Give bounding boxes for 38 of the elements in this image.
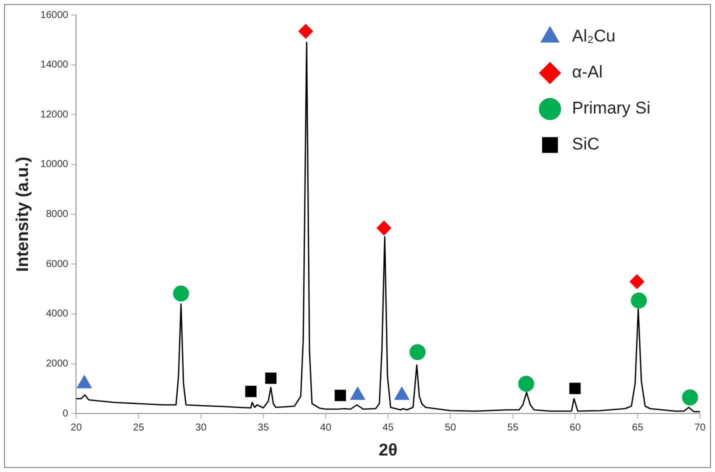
point [376,220,392,236]
y-axis-title: Intensity (a.u.) [12,156,32,272]
point [682,389,698,406]
point [410,344,426,360]
point [518,376,534,392]
legend-label: α-Al [572,62,603,82]
point [265,372,276,384]
y-tick-label: 10000 [40,159,69,170]
x-tick-label: 45 [382,422,394,434]
y-tick-label: 8000 [46,209,69,220]
x-tick-label: 40 [320,422,332,434]
y-tick-label: 16000 [40,10,69,21]
point [298,24,314,39]
point [245,386,257,398]
point [334,390,346,402]
x-tick-label: 60 [570,422,582,434]
legend-label: Al₂Cu [572,26,616,46]
x-tick-label: 20 [70,422,82,434]
y-tick-label: 12000 [40,109,69,120]
x-tick-label: 25 [133,422,145,434]
x-tick-label: 55 [507,422,519,434]
x-tick-label: 65 [632,422,644,434]
y-tick-label: 14000 [40,60,69,71]
y-tick-label: 4000 [46,308,69,320]
y-tick-label: 6000 [46,258,69,270]
point [569,382,581,394]
point [630,292,647,308]
x-tick-label: 50 [444,422,456,434]
legend-label: Primary Si [572,98,650,118]
point [629,274,644,290]
y-tick-label: 2000 [46,358,69,370]
point [173,286,190,302]
x-tick-label: 70 [694,422,706,434]
x-tick-label: 35 [258,422,270,434]
x-tick-label: 30 [195,422,207,434]
x-axis-title: 2θ [378,440,398,460]
y-tick-label: 0 [62,408,69,420]
legend-label: SiC [572,134,600,154]
